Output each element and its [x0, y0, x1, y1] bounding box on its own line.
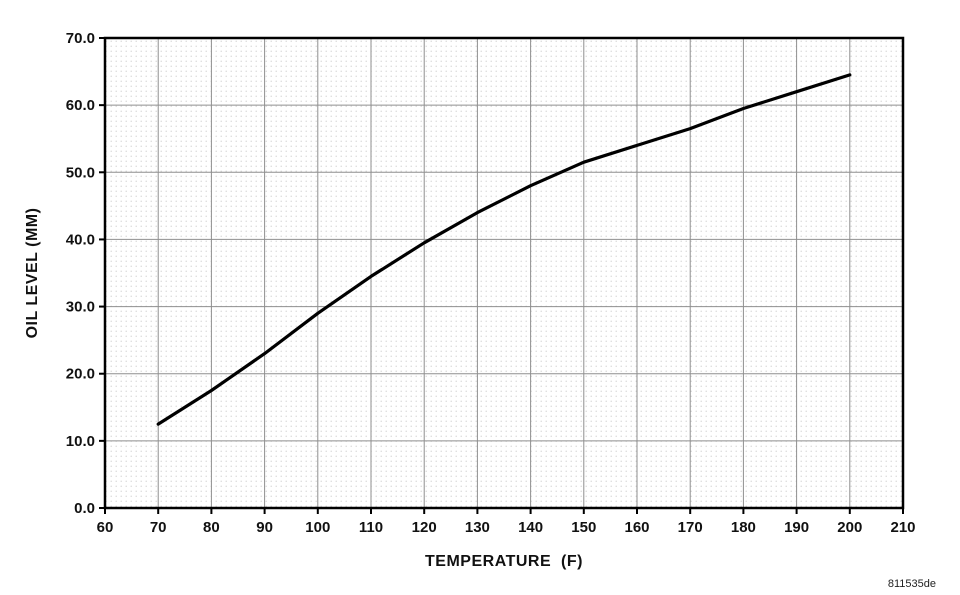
- svg-text:0.0: 0.0: [74, 500, 95, 517]
- svg-text:130: 130: [465, 519, 490, 536]
- x-axis-title: TEMPERATURE (F): [425, 553, 583, 570]
- svg-text:140: 140: [518, 519, 543, 536]
- svg-text:120: 120: [412, 519, 437, 536]
- figure-code: 811535de: [888, 578, 936, 590]
- svg-text:150: 150: [571, 519, 596, 536]
- y-tick-labels: 0.0 10.0 20.0 30.0 40.0 50.0 60.0 70.0: [66, 30, 95, 517]
- svg-text:160: 160: [624, 519, 649, 536]
- x-tick-labels: 60 70 80 90 100 110 120 130 140 150 160 170 180 190 20…: [97, 519, 916, 536]
- svg-text:80: 80: [203, 519, 220, 536]
- svg-text:50.0: 50.0: [66, 164, 95, 181]
- y-axis-title: OIL LEVEL (MM): [24, 208, 41, 339]
- svg-text:30.0: 30.0: [66, 299, 95, 316]
- svg-text:210: 210: [890, 519, 915, 536]
- svg-text:170: 170: [678, 519, 703, 536]
- svg-text:90: 90: [256, 519, 273, 536]
- svg-text:110: 110: [359, 519, 383, 536]
- oil-level-line: [156, 73, 852, 426]
- major-gridlines: [105, 38, 903, 508]
- svg-text:40.0: 40.0: [66, 231, 95, 248]
- svg-text:10.0: 10.0: [66, 433, 95, 450]
- svg-text:180: 180: [731, 519, 756, 536]
- svg-text:20.0: 20.0: [66, 366, 95, 383]
- minor-grid-stipple: [105, 38, 903, 508]
- svg-text:100: 100: [305, 519, 330, 536]
- svg-text:70.0: 70.0: [66, 30, 95, 47]
- svg-text:200: 200: [837, 519, 862, 536]
- axis-tick-marks: [99, 37, 904, 514]
- svg-text:60: 60: [97, 519, 114, 536]
- svg-text:60.0: 60.0: [66, 97, 95, 114]
- plot-frame-border: [103, 36, 905, 510]
- svg-text:190: 190: [784, 519, 809, 536]
- svg-text:70: 70: [150, 519, 167, 536]
